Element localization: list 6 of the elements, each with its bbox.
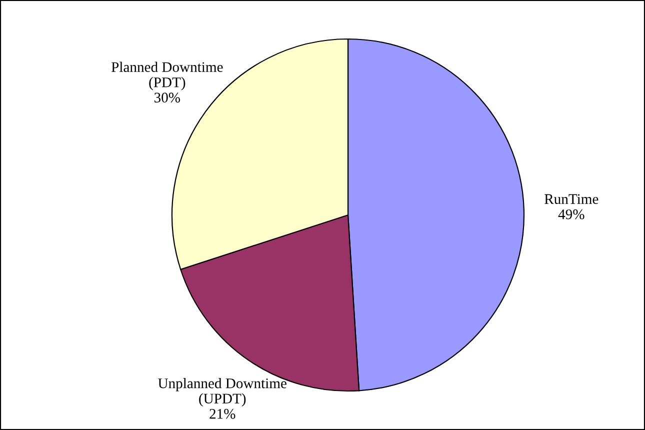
- slice-label: Planned Downtime (PDT): [111, 62, 223, 90]
- slice-label: RunTime: [544, 194, 598, 204]
- slice-label: Unplanned Downtime (UPDT): [158, 378, 286, 406]
- data-label: 49%: [558, 209, 584, 220]
- data-label: 30%: [154, 92, 180, 103]
- data-label: 21%: [210, 408, 236, 419]
